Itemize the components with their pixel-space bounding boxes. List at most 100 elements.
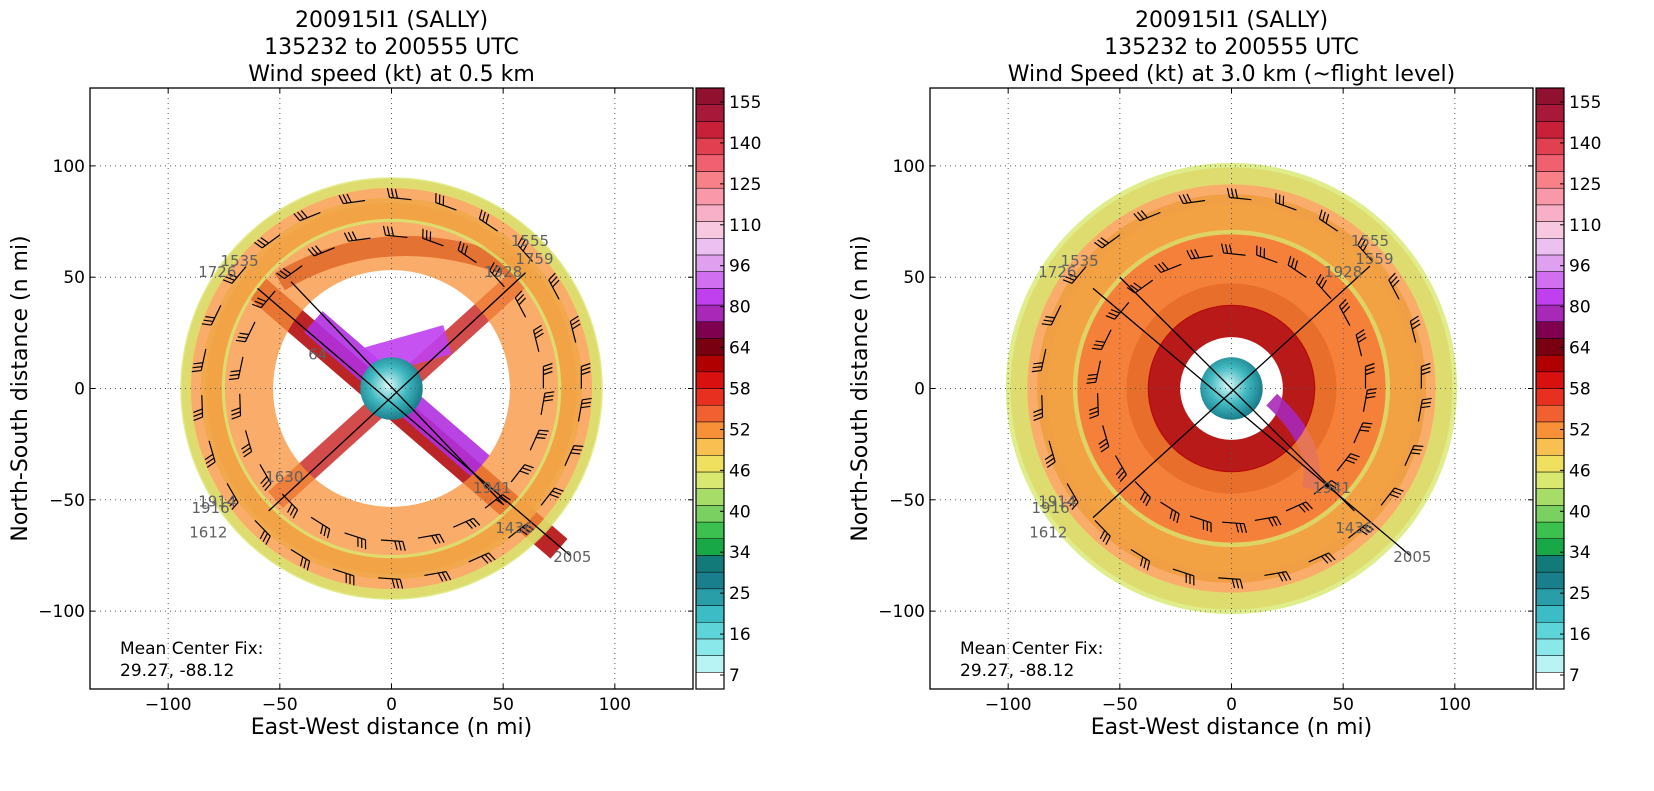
colorbar-label-125: 125 <box>729 175 761 195</box>
colorbar-label-64: 64 <box>1569 339 1591 359</box>
leg-label-1555: 1555 <box>511 232 549 250</box>
x-tick-label--100: −100 <box>985 695 1032 715</box>
colorbar-segment-31 <box>1536 171 1564 188</box>
colorbar-segment-34 <box>696 121 724 138</box>
colorbar-label-52: 52 <box>729 420 751 440</box>
chart-title-line-2: 135232 to 200555 UTC <box>1104 35 1359 60</box>
wind-band-core-ne <box>369 340 447 362</box>
leg-label-2005: 2005 <box>553 548 591 566</box>
colorbar-segment-13 <box>1536 472 1564 489</box>
colorbar-segment-24 <box>1536 288 1564 305</box>
colorbar-label-64: 64 <box>729 339 751 359</box>
colorbar-segment-35 <box>1536 105 1564 122</box>
colorbar-segment-9 <box>1536 539 1564 556</box>
colorbar-label-110: 110 <box>1569 216 1601 236</box>
x-tick-label-0: 0 <box>1226 695 1237 715</box>
center-fix-line-1: Mean Center Fix: <box>960 639 1103 659</box>
colorbar-segment-34 <box>1536 121 1564 138</box>
y-tick-label-100: 100 <box>893 157 925 177</box>
colorbar-label-16: 16 <box>1569 625 1591 645</box>
colorbar-segment-19 <box>696 372 724 389</box>
colorbar-segment-27 <box>1536 238 1564 255</box>
colorbar-segment-4 <box>696 622 724 639</box>
colorbar-segment-32 <box>1536 155 1564 172</box>
colorbar-segment-20 <box>1536 355 1564 372</box>
colorbar-segment-4 <box>1536 622 1564 639</box>
colorbar-segment-31 <box>696 171 724 188</box>
x-tick-label-100: 100 <box>599 695 631 715</box>
leg-label-2005: 2005 <box>1393 548 1431 566</box>
leg-label-1928: 1928 <box>1324 263 1362 281</box>
colorbar-label-140: 140 <box>1569 134 1601 154</box>
colorbar-segment-22 <box>1536 322 1564 339</box>
colorbar-segment-36 <box>1536 88 1564 105</box>
colorbar-segment-6 <box>1536 589 1564 606</box>
colorbar-label-34: 34 <box>729 543 751 563</box>
colorbar-segment-12 <box>696 489 724 506</box>
colorbar-segment-28 <box>696 222 724 239</box>
center-fix-line-2: 29.27, -88.12 <box>120 661 234 681</box>
colorbar-segment-32 <box>696 155 724 172</box>
colorbar-segment-21 <box>696 338 724 355</box>
colorbar-segment-26 <box>696 255 724 272</box>
y-axis-label: North-South distance (n mi) <box>8 235 33 541</box>
colorbar-segment-16 <box>1536 422 1564 439</box>
leg-label-1916: 1916 <box>192 499 230 517</box>
colorbar-segment-23 <box>696 305 724 322</box>
colorbar-label-110: 110 <box>729 216 761 236</box>
colorbar-segment-1 <box>696 672 724 689</box>
leg-label-1916: 1916 <box>1032 499 1070 517</box>
colorbar-segment-8 <box>696 555 724 572</box>
y-tick-label-100: 100 <box>53 157 85 177</box>
y-axis-label: North-South distance (n mi) <box>848 235 873 541</box>
leg-label-64: 64 <box>308 346 327 364</box>
colorbar-label-80: 80 <box>1569 298 1591 318</box>
colorbar-label-40: 40 <box>729 502 751 522</box>
chart-title-line-1: 200915I1 (SALLY) <box>295 8 488 33</box>
colorbar-segment-25 <box>696 272 724 289</box>
y-tick-label--50: −50 <box>49 491 85 511</box>
colorbar-segment-9 <box>696 539 724 556</box>
colorbar-segment-21 <box>1536 338 1564 355</box>
x-tick-label--100: −100 <box>145 695 192 715</box>
leg-label-1555: 1555 <box>1351 232 1389 250</box>
colorbar-segment-13 <box>696 472 724 489</box>
colorbar-label-96: 96 <box>729 257 751 277</box>
colorbar-segment-3 <box>696 639 724 656</box>
chart-title-line-2: 135232 to 200555 UTC <box>264 35 519 60</box>
colorbar-segment-33 <box>1536 138 1564 155</box>
colorbar-segment-29 <box>696 205 724 222</box>
leg-label-1436: 1436 <box>495 519 533 537</box>
colorbar-segment-1 <box>1536 672 1564 689</box>
y-tick-label-50: 50 <box>903 268 925 288</box>
leg-label-1941: 1941 <box>1313 479 1351 497</box>
colorbar-label-16: 16 <box>729 625 751 645</box>
leg-label-1726: 1726 <box>1038 263 1076 281</box>
colorbar-label-25: 25 <box>729 584 751 604</box>
colorbar-label-155: 155 <box>1569 93 1601 113</box>
colorbar-segment-14 <box>1536 455 1564 472</box>
colorbar-label-7: 7 <box>729 666 740 686</box>
colorbar-segment-5 <box>1536 606 1564 623</box>
x-axis-label: East-West distance (n mi) <box>251 715 532 740</box>
colorbar-segment-18 <box>696 389 724 406</box>
colorbar-segment-2 <box>696 656 724 673</box>
colorbar-segment-6 <box>696 589 724 606</box>
colorbar-segment-11 <box>696 505 724 522</box>
colorbar-segment-12 <box>1536 489 1564 506</box>
colorbar-label-140: 140 <box>729 134 761 154</box>
colorbar-segment-24 <box>696 288 724 305</box>
x-tick-label-50: 50 <box>492 695 514 715</box>
colorbar-segment-26 <box>1536 255 1564 272</box>
colorbar-segment-7 <box>1536 572 1564 589</box>
colorbar-segment-30 <box>696 188 724 205</box>
x-axis-label: East-West distance (n mi) <box>1091 715 1372 740</box>
colorbar-segment-30 <box>1536 188 1564 205</box>
leg-label-1941: 1941 <box>473 479 511 497</box>
colorbar-label-125: 125 <box>1569 175 1601 195</box>
x-tick-label-50: 50 <box>1332 695 1354 715</box>
colorbar-segment-11 <box>1536 505 1564 522</box>
